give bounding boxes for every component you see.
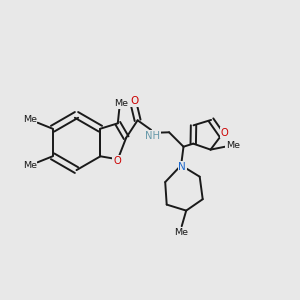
Text: Me: Me bbox=[174, 228, 188, 237]
Text: O: O bbox=[130, 96, 139, 106]
Text: Me: Me bbox=[114, 99, 128, 108]
Text: NH: NH bbox=[145, 131, 160, 141]
Text: O: O bbox=[113, 155, 121, 166]
Text: Me: Me bbox=[23, 161, 37, 170]
Text: Me: Me bbox=[23, 115, 37, 124]
Text: N: N bbox=[178, 162, 186, 172]
Text: Me: Me bbox=[226, 141, 240, 150]
Text: O: O bbox=[220, 128, 228, 138]
